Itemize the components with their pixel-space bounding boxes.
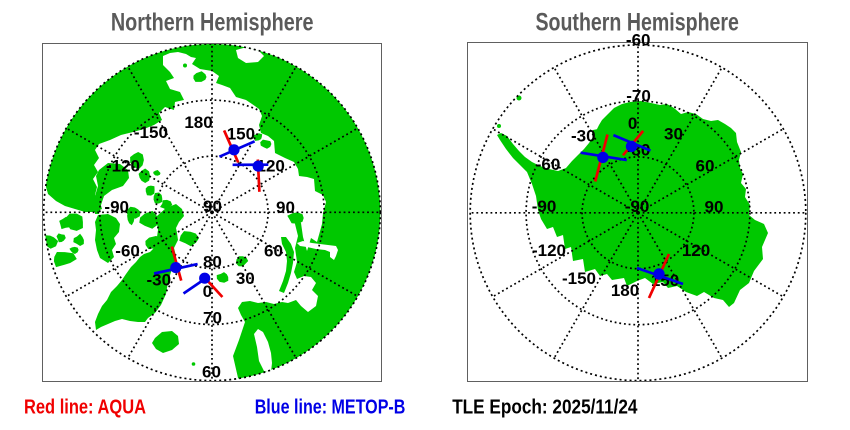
svg-text:TLE Epoch: 2025/11/24: TLE Epoch: 2025/11/24: [452, 397, 638, 419]
svg-text:-30: -30: [571, 127, 596, 146]
svg-text:180: 180: [184, 113, 212, 132]
svg-text:120: 120: [682, 241, 710, 260]
svg-text:Red line: AQUA: Red line: AQUA: [24, 397, 146, 419]
svg-text:150: 150: [227, 124, 255, 143]
svg-text:-90: -90: [625, 197, 650, 216]
svg-text:Blue line: METOP-B: Blue line: METOP-B: [255, 397, 406, 419]
svg-text:60: 60: [264, 242, 283, 261]
svg-text:-60: -60: [536, 155, 561, 174]
svg-text:-90: -90: [104, 198, 129, 217]
svg-text:-120: -120: [532, 241, 566, 260]
svg-text:60: 60: [202, 363, 221, 382]
svg-text:90: 90: [203, 197, 222, 216]
svg-text:Southern Hemisphere: Southern Hemisphere: [535, 9, 739, 37]
svg-text:90: 90: [705, 198, 724, 217]
svg-text:Northern Hemisphere: Northern Hemisphere: [111, 9, 314, 37]
svg-text:0: 0: [628, 114, 637, 133]
svg-text:-120: -120: [106, 157, 140, 176]
svg-text:60: 60: [696, 157, 715, 176]
svg-text:70: 70: [203, 309, 222, 328]
svg-text:-60: -60: [115, 242, 140, 261]
svg-text:-150: -150: [134, 123, 168, 142]
svg-text:-150: -150: [562, 269, 596, 288]
svg-text:180: 180: [611, 281, 639, 300]
svg-text:90: 90: [276, 198, 295, 217]
svg-text:-70: -70: [626, 87, 651, 106]
svg-text:30: 30: [236, 269, 255, 288]
svg-text:30: 30: [664, 125, 683, 144]
svg-text:80: 80: [203, 252, 222, 271]
svg-text:-90: -90: [532, 197, 557, 216]
